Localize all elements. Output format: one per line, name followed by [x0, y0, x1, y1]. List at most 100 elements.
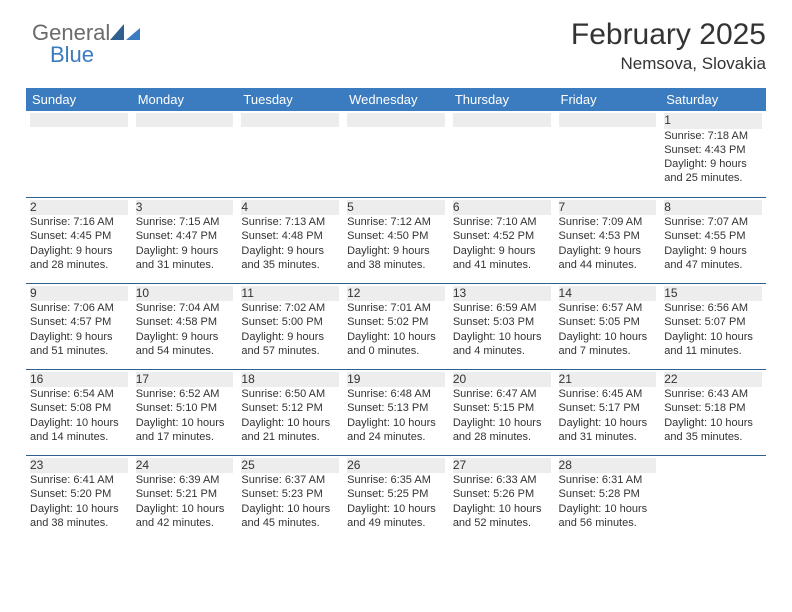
day-number: 24 [136, 458, 149, 473]
sunrise-text: Sunrise: 6:33 AM [453, 473, 551, 487]
day-number: 20 [453, 372, 466, 387]
calendar-cell [660, 455, 766, 541]
daylight-text: and 24 minutes. [347, 430, 445, 444]
sunrise-text: Sunrise: 6:41 AM [30, 473, 128, 487]
day-number: 18 [241, 372, 254, 387]
day-number: 9 [30, 286, 37, 301]
daylight-text: and 52 minutes. [453, 516, 551, 530]
daylight-text: and 41 minutes. [453, 258, 551, 272]
sunrise-text: Sunrise: 6:45 AM [559, 387, 657, 401]
daylight-text: and 0 minutes. [347, 344, 445, 358]
daylight-text: and 56 minutes. [559, 516, 657, 530]
sunrise-text: Sunrise: 7:13 AM [241, 215, 339, 229]
daylight-text: and 42 minutes. [136, 516, 234, 530]
daylight-text: Daylight: 10 hours [453, 330, 551, 344]
calendar-cell: 25Sunrise: 6:37 AMSunset: 5:23 PMDayligh… [237, 455, 343, 541]
sunset-text: Sunset: 5:10 PM [136, 401, 234, 415]
weekday-header-row: Sunday Monday Tuesday Wednesday Thursday… [26, 88, 766, 111]
sunset-text: Sunset: 5:20 PM [30, 487, 128, 501]
daylight-text: and 38 minutes. [347, 258, 445, 272]
calendar-cell: 22Sunrise: 6:43 AMSunset: 5:18 PMDayligh… [660, 369, 766, 455]
daylight-text: and 31 minutes. [559, 430, 657, 444]
daylight-text: Daylight: 9 hours [453, 244, 551, 258]
daylight-text: Daylight: 10 hours [559, 330, 657, 344]
sunrise-text: Sunrise: 7:02 AM [241, 301, 339, 315]
calendar-cell: 12Sunrise: 7:01 AMSunset: 5:02 PMDayligh… [343, 283, 449, 369]
day-number: 23 [30, 458, 43, 473]
daylight-text: Daylight: 10 hours [347, 502, 445, 516]
sunset-text: Sunset: 4:45 PM [30, 229, 128, 243]
sunset-text: Sunset: 5:13 PM [347, 401, 445, 415]
sunset-text: Sunset: 5:07 PM [664, 315, 762, 329]
day-number: 13 [453, 286, 466, 301]
daylight-text: and 35 minutes. [664, 430, 762, 444]
calendar-row: 9Sunrise: 7:06 AMSunset: 4:57 PM Daylight… [26, 283, 766, 369]
daylight-text: Daylight: 10 hours [30, 416, 128, 430]
calendar-cell: 9Sunrise: 7:06 AMSunset: 4:57 PMDaylight… [26, 283, 132, 369]
day-number: 16 [30, 372, 43, 387]
calendar-cell [449, 111, 555, 197]
sunset-text: Sunset: 5:02 PM [347, 315, 445, 329]
sunrise-text: Sunrise: 6:43 AM [664, 387, 762, 401]
sunset-text: Sunset: 4:53 PM [559, 229, 657, 243]
daylight-text: Daylight: 10 hours [559, 502, 657, 516]
sunrise-text: Sunrise: 7:10 AM [453, 215, 551, 229]
day-number: 14 [559, 286, 572, 301]
col-saturday: Saturday [660, 88, 766, 111]
sunrise-text: Sunrise: 7:06 AM [30, 301, 128, 315]
calendar-row: 16Sunrise: 6:54 AMSunset: 5:08 PMDayligh… [26, 369, 766, 455]
sunset-text: Sunset: 4:47 PM [136, 229, 234, 243]
calendar-table: Sunday Monday Tuesday Wednesday Thursday… [26, 88, 766, 541]
calendar-cell [132, 111, 238, 197]
logo: General Blue [32, 22, 110, 67]
calendar-cell: 20Sunrise: 6:47 AMSunset: 5:15 PMDayligh… [449, 369, 555, 455]
col-thursday: Thursday [449, 88, 555, 111]
sunrise-text: Sunrise: 6:35 AM [347, 473, 445, 487]
sunrise-text: Sunrise: 6:39 AM [136, 473, 234, 487]
daylight-text: and 28 minutes. [30, 258, 128, 272]
daylight-text: Daylight: 9 hours [241, 244, 339, 258]
daylight-text: Daylight: 10 hours [347, 416, 445, 430]
calendar-cell: 5Sunrise: 7:12 AMSunset: 4:50 PMDaylight… [343, 197, 449, 283]
sunset-text: Sunset: 5:18 PM [664, 401, 762, 415]
sunset-text: Sunset: 5:26 PM [453, 487, 551, 501]
calendar-cell: 8Sunrise: 7:07 AMSunset: 4:55 PMDaylight… [660, 197, 766, 283]
col-friday: Friday [555, 88, 661, 111]
sunrise-text: Sunrise: 7:07 AM [664, 215, 762, 229]
day-number: 10 [136, 286, 149, 301]
calendar-cell: 11Sunrise: 7:02 AMSunset: 5:00 PMDayligh… [237, 283, 343, 369]
daylight-text: and 49 minutes. [347, 516, 445, 530]
daylight-text: Daylight: 9 hours [136, 330, 234, 344]
calendar-cell: 15Sunrise: 6:56 AMSunset: 5:07 PMDayligh… [660, 283, 766, 369]
calendar-cell: 14Sunrise: 6:57 AMSunset: 5:05 PMDayligh… [555, 283, 661, 369]
day-number: 4 [241, 200, 248, 215]
calendar-cell: 7Sunrise: 7:09 AMSunset: 4:53 PMDaylight… [555, 197, 661, 283]
sunset-text: Sunset: 5:23 PM [241, 487, 339, 501]
sunrise-text: Sunrise: 6:31 AM [559, 473, 657, 487]
sunrise-text: Sunrise: 7:15 AM [136, 215, 234, 229]
daylight-text: and 57 minutes. [241, 344, 339, 358]
sunset-text: Sunset: 4:52 PM [453, 229, 551, 243]
calendar-cell: 2Sunrise: 7:16 AMSunset: 4:45 PMDaylight… [26, 197, 132, 283]
sunrise-text: Sunrise: 6:48 AM [347, 387, 445, 401]
sunrise-text: Sunrise: 6:47 AM [453, 387, 551, 401]
daylight-text: Daylight: 10 hours [30, 502, 128, 516]
calendar-cell: 3Sunrise: 7:15 AMSunset: 4:47 PMDaylight… [132, 197, 238, 283]
sunrise-text: Sunrise: 7:04 AM [136, 301, 234, 315]
col-sunday: Sunday [26, 88, 132, 111]
daylight-text: Daylight: 9 hours [347, 244, 445, 258]
daylight-text: and 7 minutes. [559, 344, 657, 358]
daylight-text: Daylight: 10 hours [347, 330, 445, 344]
day-number: 28 [559, 458, 572, 473]
sunset-text: Sunset: 5:15 PM [453, 401, 551, 415]
sunrise-text: Sunrise: 7:18 AM [664, 129, 762, 143]
daylight-text: and 38 minutes. [30, 516, 128, 530]
daylight-text: and 44 minutes. [559, 258, 657, 272]
sunset-text: Sunset: 5:28 PM [559, 487, 657, 501]
calendar-cell: 18Sunrise: 6:50 AMSunset: 5:12 PMDayligh… [237, 369, 343, 455]
daylight-text: Daylight: 9 hours [241, 330, 339, 344]
sunrise-text: Sunrise: 6:50 AM [241, 387, 339, 401]
sunset-text: Sunset: 4:57 PM [30, 315, 128, 329]
sunrise-text: Sunrise: 6:52 AM [136, 387, 234, 401]
sunset-text: Sunset: 5:21 PM [136, 487, 234, 501]
